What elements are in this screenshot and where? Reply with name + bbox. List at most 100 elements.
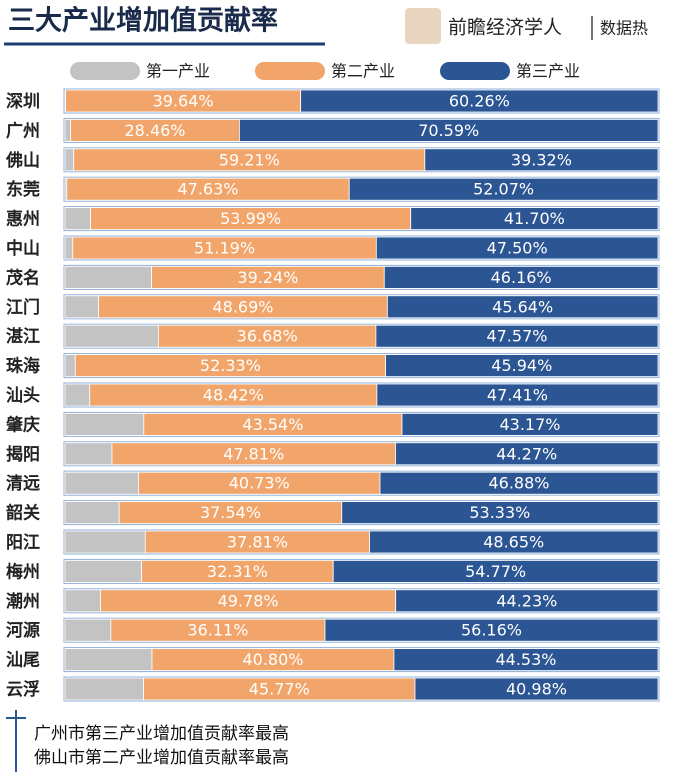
- bar-segment: [64, 265, 152, 289]
- value-label: 52.07%: [473, 180, 534, 199]
- bar-segment: [64, 530, 146, 554]
- value-label: 47.50%: [487, 239, 548, 258]
- bar-segment: [332, 560, 659, 583]
- value-label: 54.77%: [465, 562, 526, 581]
- bar-segment: [395, 589, 659, 613]
- legend-label: 第一产业: [146, 62, 210, 81]
- value-label: 44.23%: [496, 591, 557, 610]
- value-label: 70.59%: [418, 121, 479, 140]
- bar-segment: [64, 677, 144, 701]
- bar-segment: [239, 119, 659, 142]
- bar-segment: [64, 589, 101, 613]
- category-label: 珠海: [6, 356, 40, 377]
- value-label: 43.17%: [499, 415, 560, 434]
- bar-frame: [63, 353, 660, 379]
- category-label: 佛山: [5, 150, 40, 171]
- value-label: 40.98%: [506, 680, 567, 699]
- category-label: 湛江: [6, 326, 40, 347]
- bar-segment: [410, 207, 659, 231]
- category-label: 深圳: [6, 91, 40, 112]
- value-label: 32.31%: [207, 562, 268, 581]
- value-label: 28.46%: [125, 121, 186, 140]
- value-label: 45.94%: [491, 356, 552, 375]
- bar-frame: [63, 294, 660, 320]
- value-label: 47.57%: [486, 327, 547, 346]
- value-label: 39.32%: [511, 150, 572, 169]
- category-label: 中山: [6, 238, 40, 259]
- bar-frame: [63, 470, 660, 496]
- bar-frame: [63, 264, 660, 290]
- bar-segment: [395, 442, 659, 466]
- bar-segment: [64, 119, 72, 142]
- bar-frame: [63, 500, 660, 526]
- category-label: 东莞: [6, 179, 40, 200]
- value-label: 44.53%: [495, 650, 556, 669]
- category-label: 潮州: [6, 591, 40, 612]
- value-label: 51.19%: [194, 239, 255, 258]
- bar-segment: [64, 324, 159, 348]
- category-label: 江门: [6, 297, 40, 318]
- legend-swatch: [255, 62, 325, 80]
- value-label: 60.26%: [449, 92, 510, 111]
- bar-segment: [376, 383, 659, 407]
- bar-frame: [63, 617, 660, 643]
- category-label: 河源: [6, 620, 40, 641]
- bar-segment: [64, 295, 100, 319]
- legend-label: 第三产业: [516, 62, 580, 81]
- category-label: 揭阳: [6, 444, 40, 465]
- value-label: 46.16%: [491, 268, 552, 287]
- note: 广州市第三产业增加值贡献率最高: [34, 724, 289, 744]
- brand-icon: [405, 8, 441, 44]
- category-label: 茂名: [6, 267, 40, 288]
- note: 佛山市第二产业增加值贡献率最高: [34, 748, 289, 768]
- category-label: 梅州: [6, 561, 40, 582]
- bar-frame: [63, 206, 660, 232]
- bar-frame: [63, 647, 660, 673]
- bar-frame: [63, 147, 660, 173]
- bar-segment: [424, 148, 659, 172]
- bar-segment: [393, 648, 659, 671]
- bar-frame: [63, 676, 660, 702]
- bar-frame: [63, 235, 660, 261]
- bar-frame: [63, 88, 660, 114]
- bar-frame: [63, 588, 660, 614]
- category-label: 广州: [6, 120, 40, 141]
- bar-segment: [64, 354, 76, 378]
- value-label: 53.33%: [469, 503, 530, 522]
- bar-frame: [63, 176, 660, 202]
- value-label: 56.16%: [461, 621, 522, 640]
- value-label: 47.81%: [223, 444, 284, 463]
- bar-frame: [63, 117, 660, 143]
- category-label: 汕尾: [6, 651, 40, 671]
- bar-segment: [64, 236, 74, 260]
- value-label: 46.88%: [488, 474, 549, 493]
- brand: 前瞻经济学人: [448, 17, 562, 39]
- bar-frame: [63, 529, 660, 555]
- value-label: 48.42%: [203, 386, 264, 405]
- bar-segment: [324, 618, 659, 642]
- value-label: 36.11%: [187, 621, 248, 640]
- bar-segment: [64, 148, 75, 172]
- value-label: 36.68%: [237, 327, 298, 346]
- bar-segment: [64, 618, 112, 642]
- category-label: 清远: [6, 473, 40, 494]
- bar-frame: [63, 323, 660, 349]
- bar-segment: [375, 324, 659, 348]
- source: 数据热: [600, 19, 648, 38]
- bar-frame: [63, 558, 660, 584]
- category-label: 云浮: [6, 679, 40, 700]
- value-label: 53.99%: [220, 209, 281, 228]
- value-label: 49.78%: [218, 591, 279, 610]
- bar-segment: [375, 236, 659, 260]
- chart-title: 三大产业增加值贡献率: [8, 5, 278, 37]
- category-label: 惠州: [6, 209, 40, 230]
- value-label: 44.27%: [496, 444, 557, 463]
- legend-swatch: [70, 62, 140, 80]
- category-label: 汕头: [6, 386, 40, 406]
- legend-label: 第二产业: [331, 62, 395, 81]
- bar-frame: [63, 382, 660, 408]
- value-label: 39.24%: [237, 268, 298, 287]
- value-label: 52.33%: [200, 356, 261, 375]
- bar-segment: [383, 265, 659, 289]
